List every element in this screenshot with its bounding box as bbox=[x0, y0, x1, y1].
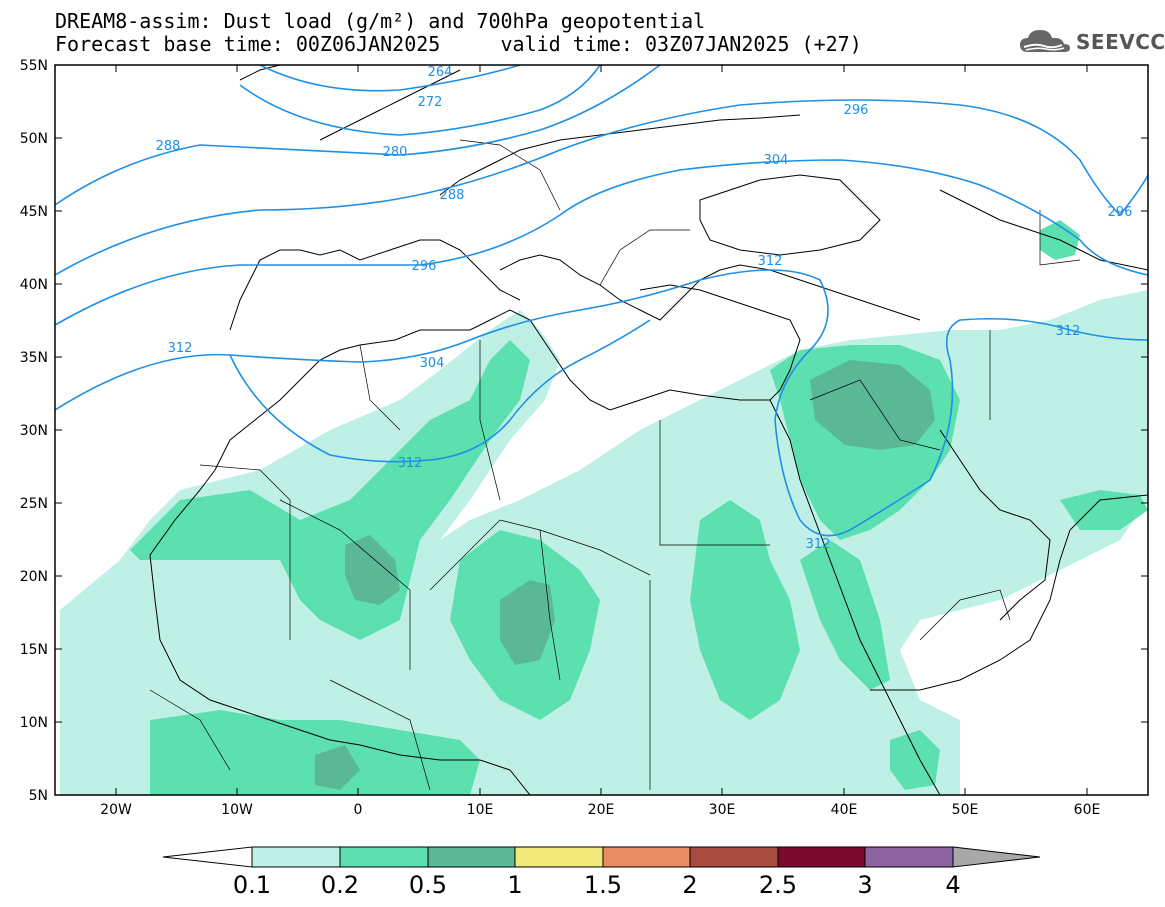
colorbar-label: 2 bbox=[682, 871, 697, 899]
contour-label: 312 bbox=[398, 456, 423, 471]
lat-label: 5N bbox=[29, 788, 48, 804]
contour-label: 304 bbox=[420, 356, 445, 371]
lon-label: 30E bbox=[709, 802, 736, 818]
contour-label: 296 bbox=[1108, 205, 1133, 220]
colorbar-segment bbox=[251, 846, 341, 868]
lon-label: 50E bbox=[952, 802, 979, 818]
axis-ticks bbox=[55, 64, 1148, 796]
lat-label: 40N bbox=[20, 277, 48, 293]
colorbar-label: 0.2 bbox=[321, 871, 359, 899]
seevccc-logo: SEEVCCC bbox=[1018, 26, 1165, 56]
lon-label: 20W bbox=[100, 802, 132, 818]
contour-label: 288 bbox=[156, 139, 181, 154]
dust-shading-0.5 bbox=[315, 360, 935, 790]
contour-label: 296 bbox=[412, 259, 437, 274]
lon-label: 60E bbox=[1074, 802, 1101, 818]
colorbar-segment bbox=[339, 846, 429, 868]
colorbar-segment bbox=[602, 846, 691, 868]
logo-text: SEEVCCC bbox=[1076, 30, 1165, 54]
contour-label: 312 bbox=[1056, 324, 1081, 339]
lon-label: 10E bbox=[467, 802, 494, 818]
colorbar-segment bbox=[864, 846, 954, 868]
contour-labels: 264 272 280 288 288 296 296 296 304 304 … bbox=[156, 65, 1133, 552]
geopotential-contours bbox=[55, 65, 1148, 537]
contour-label: 264 bbox=[428, 65, 453, 80]
lon-label: 10W bbox=[221, 802, 253, 818]
lon-label: 20E bbox=[588, 802, 615, 818]
lat-label: 25N bbox=[20, 496, 48, 512]
contour-label: 280 bbox=[383, 145, 408, 160]
colorbar-segment bbox=[777, 846, 866, 868]
colorbar-segment bbox=[689, 846, 779, 868]
coastlines bbox=[149, 65, 1148, 795]
contour-label: 312 bbox=[806, 537, 831, 552]
colorbar-segment bbox=[427, 846, 516, 868]
colorbar-label: 2.5 bbox=[759, 871, 797, 899]
map-title-line1: DREAM8-assim: Dust load (g/m²) and 700hP… bbox=[55, 9, 706, 33]
colorbar-low-arrow bbox=[162, 846, 253, 868]
latitude-labels: 55N 50N 45N 40N 35N 30N 25N 20N 15N 10N … bbox=[20, 58, 48, 804]
lat-label: 15N bbox=[20, 642, 48, 658]
colorbar-label: 0.5 bbox=[409, 871, 447, 899]
lat-label: 35N bbox=[20, 350, 48, 366]
colorbar-label: 1 bbox=[507, 871, 522, 899]
longitude-labels: 20W 10W 0 10E 20E 30E 40E 50E 60E bbox=[100, 802, 1100, 818]
contour-label: 288 bbox=[440, 188, 465, 203]
contour-label: 312 bbox=[168, 341, 193, 356]
map-title-line2: Forecast base time: 00Z06JAN2025 valid t… bbox=[55, 32, 862, 56]
lat-label: 30N bbox=[20, 423, 48, 439]
colorbar-label: 0.1 bbox=[233, 871, 271, 899]
contour-label: 312 bbox=[758, 254, 783, 269]
lat-label: 55N bbox=[20, 58, 48, 74]
lat-label: 50N bbox=[20, 131, 48, 147]
lon-label: 0 bbox=[354, 802, 363, 818]
colorbar-segment bbox=[514, 846, 604, 868]
lon-label: 40E bbox=[831, 802, 858, 818]
colorbar: 0.1 0.2 0.5 1 1.5 2 2.5 3 4 bbox=[162, 846, 1041, 899]
lat-label: 20N bbox=[20, 569, 48, 585]
colorbar-label: 1.5 bbox=[584, 871, 622, 899]
colorbar-label: 4 bbox=[945, 871, 960, 899]
colorbar-label: 3 bbox=[857, 871, 872, 899]
contour-label: 272 bbox=[418, 95, 443, 110]
cloud-icon bbox=[1020, 30, 1070, 52]
contour-label: 296 bbox=[844, 103, 869, 118]
contour-label: 304 bbox=[764, 153, 789, 168]
country-borders bbox=[149, 139, 1081, 791]
lat-label: 10N bbox=[20, 715, 48, 731]
colorbar-high-arrow bbox=[952, 846, 1041, 868]
lat-label: 45N bbox=[20, 204, 48, 220]
